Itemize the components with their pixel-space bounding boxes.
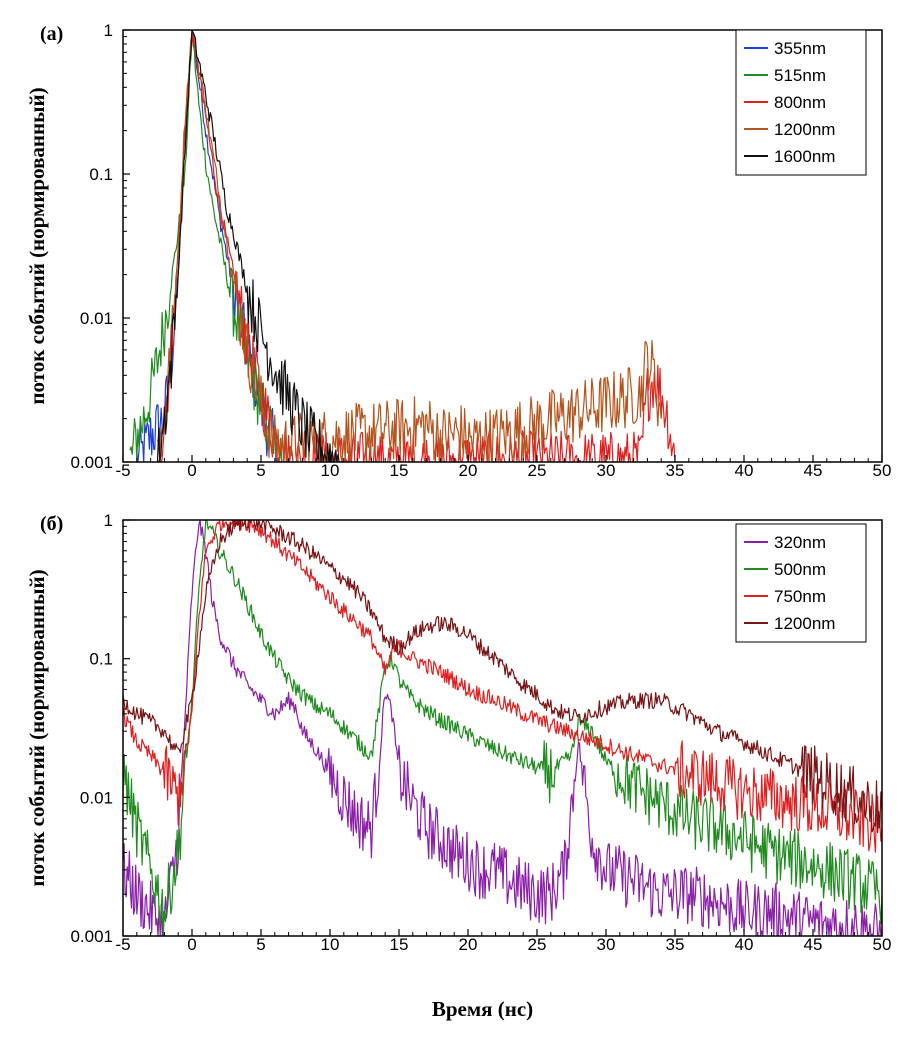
legend-label: 1200nm <box>774 614 835 633</box>
x-axis-title: Время (нс) <box>432 997 533 1021</box>
legend-label: 1200nm <box>774 120 835 139</box>
x-tick-label: 15 <box>390 935 409 954</box>
series-line-500nm <box>123 520 882 936</box>
series-group <box>129 30 676 462</box>
series-line-1600nm <box>156 30 344 462</box>
x-tick-label: 30 <box>597 935 616 954</box>
series-group <box>123 520 882 936</box>
y-tick-label: 0.01 <box>80 309 113 328</box>
series-line-800nm <box>156 30 676 462</box>
x-tick-label: 45 <box>804 461 823 480</box>
y-axis-title: поток событий (нормированный) <box>25 569 49 886</box>
plot-frame <box>122 29 883 463</box>
legend-label: 750nm <box>774 587 826 606</box>
x-tick-label: 0 <box>187 935 196 954</box>
x-tick-label: 25 <box>528 935 547 954</box>
x-tick-label: 45 <box>804 935 823 954</box>
x-tick-label: 10 <box>321 935 340 954</box>
x-tick-label: 40 <box>735 461 754 480</box>
y-tick-label: 0.1 <box>89 650 113 669</box>
y-axis-title: поток событий (нормированный) <box>25 87 49 404</box>
legend-label: 320nm <box>774 533 826 552</box>
x-tick-label: -5 <box>115 461 130 480</box>
legend-label: 1600nm <box>774 147 835 166</box>
x-tick-label: 0 <box>187 461 196 480</box>
chart-panel-1: -5 0 5 10 15 20 25 30 35 40 45 50 0.001 0.01 0.1 1 355nm… <box>25 21 891 480</box>
legend-label: 355nm <box>774 39 826 58</box>
y-tick-label: 1 <box>104 21 113 40</box>
legend-label: 800nm <box>774 93 826 112</box>
legend-label: 515nm <box>774 66 826 85</box>
x-tick-label: -5 <box>115 935 130 954</box>
y-tick-label: 0.001 <box>70 927 113 946</box>
x-tick-label: 20 <box>459 935 478 954</box>
chart-panel-2: -5 0 5 10 15 20 25 30 35 40 45 50 0.001 0.01 0.1 1 320nm… <box>25 511 891 1021</box>
panel-label: (a) <box>40 23 63 45</box>
x-tick-label: 5 <box>256 935 265 954</box>
y-tick-label: 1 <box>104 511 113 530</box>
x-tick-label: 35 <box>666 461 685 480</box>
x-tick-label: 30 <box>597 461 616 480</box>
y-tick-label: 0.01 <box>80 788 113 807</box>
legend-label: 500nm <box>774 560 826 579</box>
panel-label: (б) <box>40 513 63 535</box>
x-tick-label: 25 <box>528 461 547 480</box>
series-line-1200nm <box>156 32 662 462</box>
x-tick-label: 20 <box>459 461 478 480</box>
series-line-1200nm <box>123 520 882 834</box>
x-tick-label: 35 <box>666 935 685 954</box>
y-tick-label: 0.001 <box>70 453 113 472</box>
series-line-515nm <box>129 30 283 462</box>
x-tick-label: 15 <box>390 461 409 480</box>
x-tick-label: 10 <box>321 461 340 480</box>
x-tick-label: 5 <box>256 461 265 480</box>
x-tick-label: 40 <box>735 935 754 954</box>
plot-frame <box>122 519 883 937</box>
series-line-320nm <box>123 520 882 936</box>
y-tick-label: 0.1 <box>89 165 113 184</box>
x-tick-label: 50 <box>873 935 892 954</box>
x-tick-label: 50 <box>873 461 892 480</box>
